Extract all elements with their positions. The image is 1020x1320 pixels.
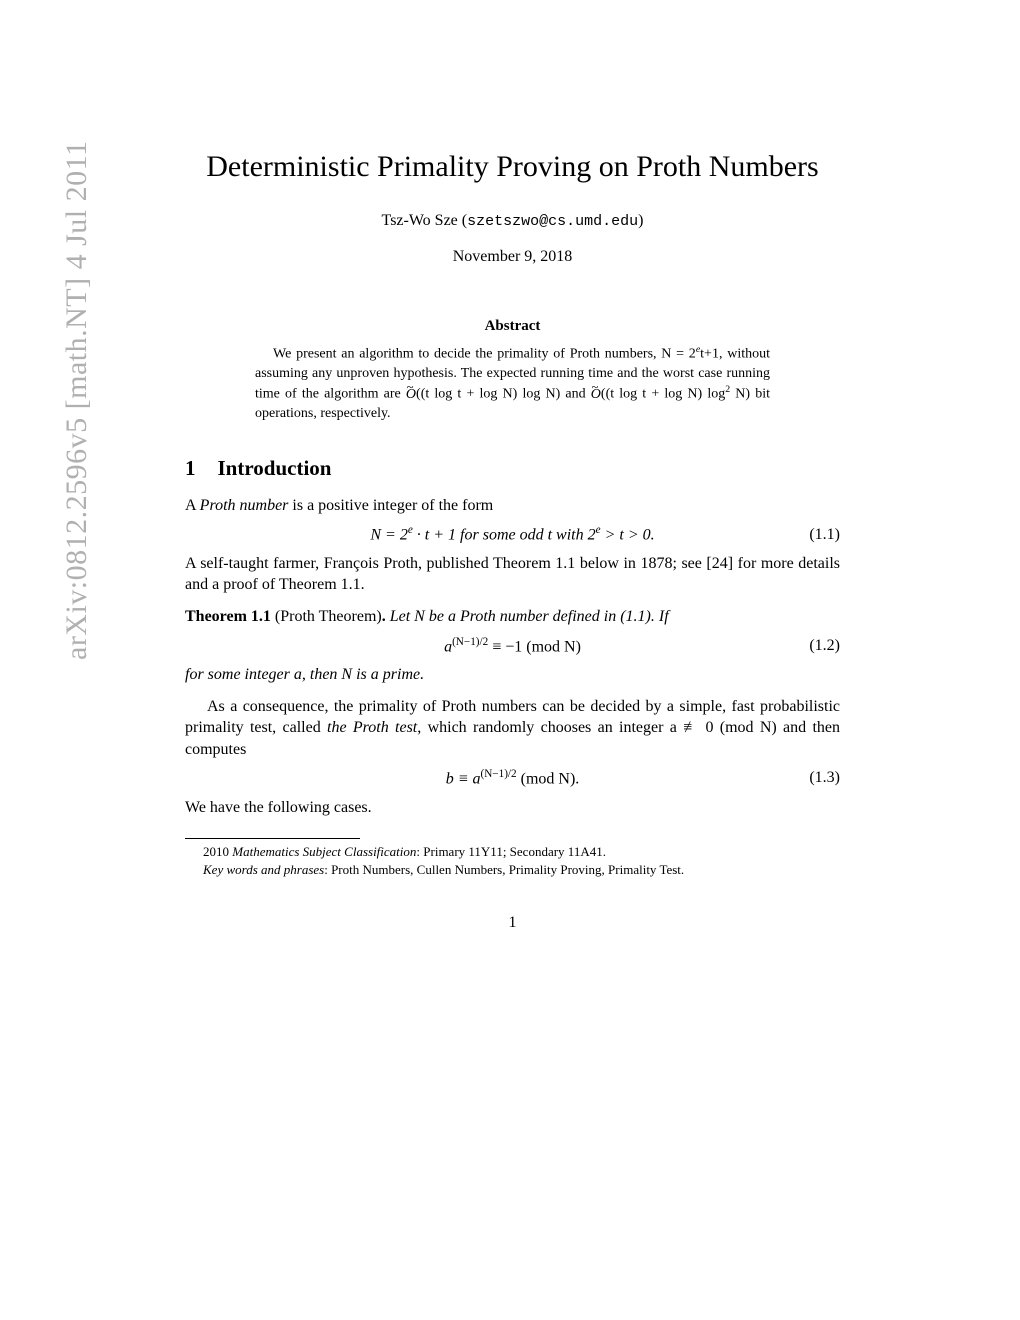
- thm-text-b: for some integer a, then N is a prime.: [185, 664, 840, 686]
- footnote-2: Key words and phrases: Proth Numbers, Cu…: [185, 861, 840, 879]
- eq13-a: b ≡ a: [446, 771, 481, 788]
- footnote-1: 2010 Mathematics Subject Classification:…: [185, 843, 840, 861]
- section-1-title: Introduction: [218, 456, 332, 480]
- paragraph-1: A Proth number is a positive integer of …: [185, 495, 840, 517]
- eq-1-3-number: (1.3): [780, 769, 840, 787]
- paper-date: November 9, 2018: [185, 248, 840, 266]
- eq12-b: ≡ −1 (mod N): [488, 638, 581, 655]
- equation-1-1: N = 2e · t + 1 for some odd t with 2e > …: [185, 524, 840, 544]
- paragraph-2: A self-taught farmer, François Proth, pu…: [185, 553, 840, 596]
- theorem-1-1: Theorem 1.1 (Proth Theorem). Let N be a …: [185, 606, 840, 628]
- eq13-sup: (N−1)/2: [481, 768, 517, 780]
- paragraph-3: As a consequence, the primality of Proth…: [185, 696, 840, 761]
- page-number: 1: [185, 914, 840, 932]
- fn2-b: : Proth Numbers, Cullen Numbers, Primali…: [324, 862, 684, 877]
- author-line: Tsz-Wo Sze (szetszwo@cs.umd.edu): [185, 212, 840, 230]
- big-o-tilde-2: O: [591, 386, 601, 405]
- section-1-number: 1: [185, 456, 196, 481]
- page-content: Deterministic Primality Proving on Proth…: [185, 150, 840, 932]
- eq13-b: (mod N).: [517, 771, 580, 788]
- arxiv-stamp: arXiv:0812.2596v5 [math.NT] 4 Jul 2011: [60, 141, 94, 661]
- fn1-a: 2010: [203, 844, 232, 859]
- eq-1-1-content: N = 2e · t + 1 for some odd t with 2e > …: [245, 524, 780, 544]
- abstract-text-2a: N = 2: [661, 347, 696, 362]
- eq-1-3-content: b ≡ a(N−1)/2 (mod N).: [245, 768, 780, 788]
- eq-1-2-content: a(N−1)/2 ≡ −1 (mod N): [245, 636, 780, 656]
- eq12-a: a: [444, 638, 452, 655]
- author-paren-close: ): [638, 212, 643, 229]
- abstract-heading: Abstract: [185, 318, 840, 335]
- fn1-c: : Primary 11Y11; Secondary 11A41.: [416, 844, 606, 859]
- paper-title: Deterministic Primality Proving on Proth…: [185, 150, 840, 184]
- p1-b: Proth number: [200, 497, 289, 514]
- thm-text-a: Let N be a Proth number defined in (1.1)…: [390, 608, 669, 625]
- equation-1-3: b ≡ a(N−1)/2 (mod N). (1.3): [185, 768, 840, 788]
- section-1-heading: 1 Introduction: [185, 456, 840, 481]
- abstract-body: We present an algorithm to decide the pr…: [255, 343, 770, 424]
- equation-1-2: a(N−1)/2 ≡ −1 (mod N) (1.2): [185, 636, 840, 656]
- fn2-a: Key words and phrases: [203, 862, 324, 877]
- eq-1-2-number: (1.2): [780, 637, 840, 655]
- eq12-sup: (N−1)/2: [452, 636, 488, 648]
- thm-paren: (Proth Theorem): [271, 608, 382, 625]
- eq-1-1-number: (1.1): [780, 526, 840, 544]
- abstract-text-2d: ((t log t + log N) log: [601, 387, 725, 402]
- big-o-tilde-1: O: [406, 386, 416, 405]
- fn1-b: Mathematics Subject Classification: [232, 844, 416, 859]
- eq11-a: N = 2: [370, 527, 407, 544]
- abstract-text-1: We present an algorithm to decide the pr…: [273, 347, 657, 362]
- eq11-b: · t + 1 for some odd t with 2: [413, 527, 596, 544]
- eq11-c: > t > 0.: [601, 527, 655, 544]
- p1-a: A: [185, 497, 200, 514]
- thm-dot: .: [382, 608, 390, 625]
- paragraph-4: We have the following cases.: [185, 797, 840, 819]
- p1-c: is a positive integer of the form: [288, 497, 493, 514]
- p3-b: the Proth test: [327, 719, 417, 736]
- author-email: szetszwo@cs.umd.edu: [467, 213, 638, 230]
- thm-label: Theorem 1.1: [185, 608, 271, 625]
- author-name: Tsz-Wo Sze: [382, 212, 458, 229]
- footnote-rule: [185, 838, 360, 839]
- abstract-text-2c: ((t log t + log N) log N) and: [416, 387, 591, 402]
